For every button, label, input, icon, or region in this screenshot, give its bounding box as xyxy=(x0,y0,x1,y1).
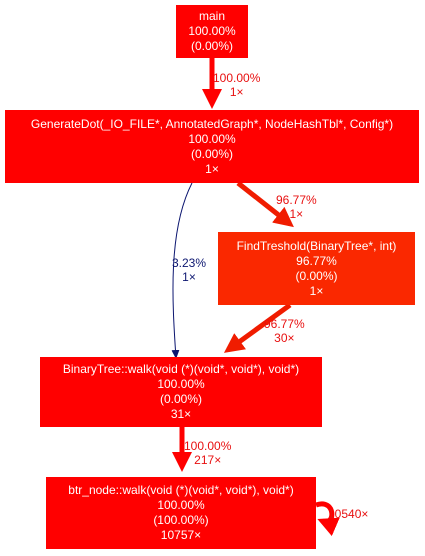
edge-label-generatedot-to-findtreshold: 96.77% 1× xyxy=(276,193,317,221)
edge-generatedot-to-binarytree xyxy=(171,182,193,359)
node-binarytree-walk-name: BinaryTree::walk(void (*)(void*, void*),… xyxy=(62,362,300,376)
node-generatedot-total: 100.00% xyxy=(188,131,236,146)
node-findtreshold-total: 96.77% xyxy=(296,253,337,268)
edge-label-binarytree-to-btr-node: 100.00% 217× xyxy=(184,439,231,467)
node-btr-node-walk[interactable]: btr_node::walk(void (*)(void*, void*), v… xyxy=(46,477,316,549)
edge-label-percent: 100.00% xyxy=(213,71,261,85)
edge-label-calls: 1× xyxy=(182,270,196,284)
node-findtreshold-calls: 1× xyxy=(309,283,324,298)
node-binarytree-walk[interactable]: BinaryTree::walk(void (*)(void*, void*),… xyxy=(40,357,322,427)
node-binarytree-walk-calls: 31× xyxy=(170,407,192,421)
edge-label-calls: 10540× xyxy=(328,507,369,521)
edge-label-generatedot-to-binarytree: 3.23% 1× xyxy=(172,256,206,284)
node-findtreshold-self: (0.00%) xyxy=(295,268,338,283)
node-findtreshold[interactable]: FindTreshold(BinaryTree*, int) 96.77% (0… xyxy=(218,232,415,305)
edge-label-findtreshold-to-binarytree: 96.77% 30× xyxy=(264,317,305,345)
edge-btr-node-self-loop xyxy=(315,501,340,537)
node-generatedot[interactable]: GenerateDot(_IO_FILE*, AnnotatedGraph*, … xyxy=(5,110,419,183)
edge-label-main-to-generatedot: 100.00% 1× xyxy=(213,71,260,99)
node-generatedot-self: (0.00%) xyxy=(190,146,234,161)
edge-label-percent: 3.23% xyxy=(172,256,207,270)
node-main-self: (0.00%) xyxy=(190,39,234,53)
edge-label-percent: 96.77% xyxy=(264,317,305,331)
edge-label-percent: 100.00% xyxy=(184,439,232,453)
edge-label-calls: 1× xyxy=(289,207,304,221)
node-binarytree-walk-total: 100.00% xyxy=(157,377,205,391)
node-generatedot-name: GenerateDot(_IO_FILE*, AnnotatedGraph*, … xyxy=(30,116,394,131)
edge-label-btr-node-self: 10540× xyxy=(328,507,368,521)
node-main-name: main xyxy=(198,9,225,23)
edge-label-calls: 30× xyxy=(274,331,295,345)
node-btr-node-walk-calls: 10757× xyxy=(160,528,202,542)
node-btr-node-walk-name: btr_node::walk(void (*)(void*, void*), v… xyxy=(68,483,294,497)
edge-label-percent: 96.77% xyxy=(276,193,317,207)
node-binarytree-walk-self: (0.00%) xyxy=(159,392,203,406)
node-main-total: 100.00% xyxy=(188,24,236,38)
edge-generatedot-to-findtreshold xyxy=(236,181,294,228)
node-btr-node-walk-self: (100.00%) xyxy=(153,513,209,527)
edge-label-calls: 1× xyxy=(229,85,244,99)
node-main[interactable]: main 100.00% (0.00%) xyxy=(176,5,248,58)
node-generatedot-calls: 1× xyxy=(205,161,219,176)
node-findtreshold-name: FindTreshold(BinaryTree*, int) xyxy=(236,238,397,253)
node-btr-node-walk-total: 100.00% xyxy=(157,498,205,512)
edge-label-calls: 217× xyxy=(194,453,222,467)
edge-findtreshold-to-binarytree xyxy=(223,302,292,353)
